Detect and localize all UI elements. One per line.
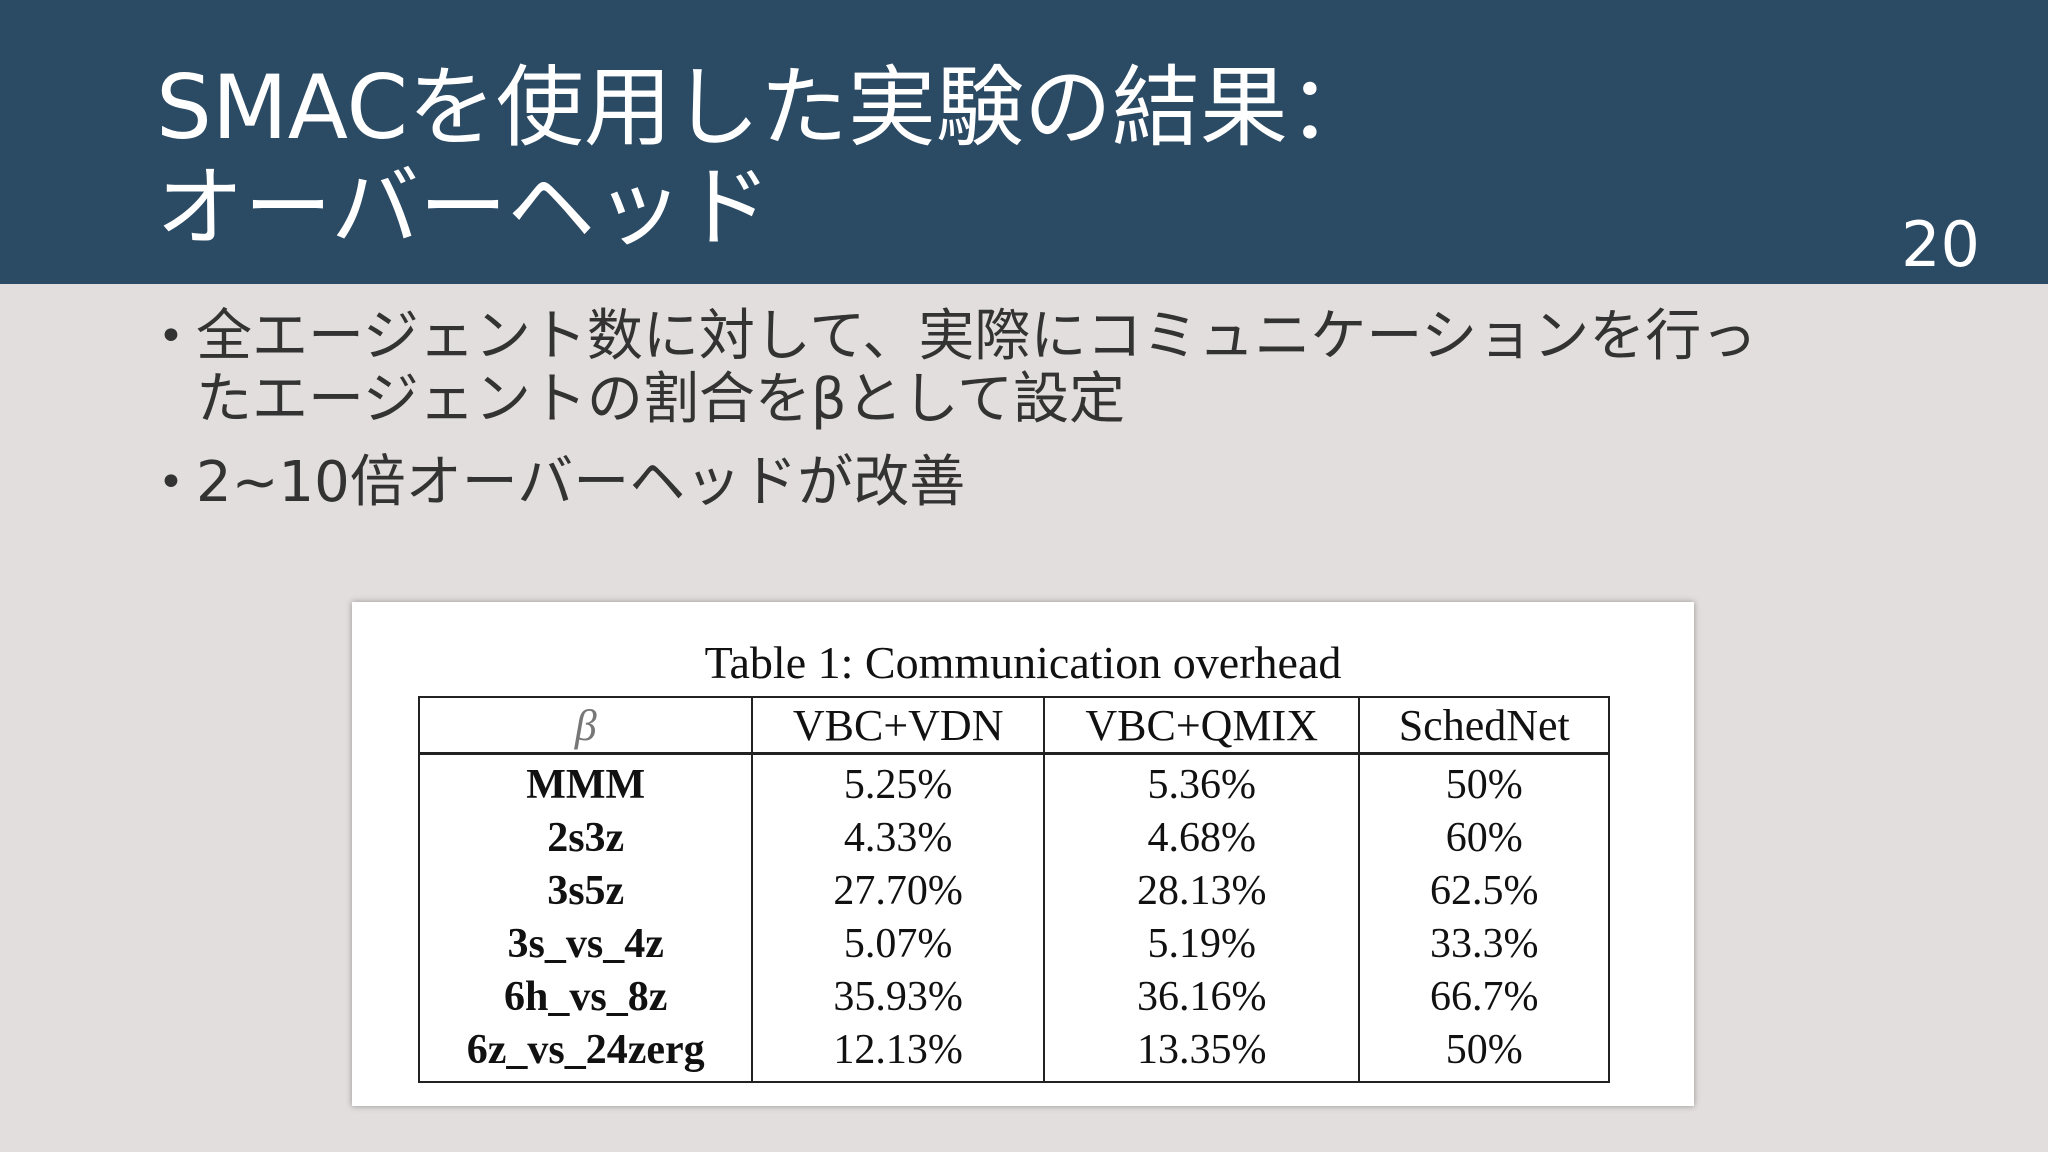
row-label: MMM <box>417 753 754 812</box>
bullet-dot-icon: • <box>158 457 184 508</box>
title-line-2: オーバーヘッド <box>156 156 772 259</box>
table-cell: 66.7% <box>1358 971 1610 1024</box>
header-schednet: SchedNet <box>1358 696 1610 755</box>
table-caption: Table 1: Communication overhead <box>704 637 1342 688</box>
table-cell: 5.25% <box>751 753 1045 812</box>
page-number: 20 <box>1901 208 1980 281</box>
table-cell: 50% <box>1358 1024 1610 1083</box>
table-cell: 33.3% <box>1358 918 1610 971</box>
header-vbc-qmix: VBC+QMIX <box>1042 696 1361 755</box>
table-row: 3s_vs_4z 5.07% 5.19% 33.3% <box>417 918 1610 971</box>
slide-title: SMACを使用した実験の結果： オーバーヘッド <box>156 58 1376 258</box>
bullet-line: 全エージェント数に対して、実際にコミュニケーションを行っ <box>196 304 1758 369</box>
row-label: 3s5z <box>417 865 754 918</box>
table-cell: 13.35% <box>1042 1024 1361 1083</box>
table-cell: 5.07% <box>751 918 1045 971</box>
table-cell: 27.70% <box>751 865 1045 918</box>
table-cell: 50% <box>1358 753 1610 812</box>
row-label: 2s3z <box>417 812 754 865</box>
header-beta: β <box>417 696 754 755</box>
table-cell: 4.33% <box>751 812 1045 865</box>
table-cell: 5.19% <box>1042 918 1361 971</box>
bullet-item: • 全エージェント数に対して、実際にコミュニケーションを行っ たエージェントの割… <box>158 305 1998 431</box>
bullet-list: • 全エージェント数に対して、実際にコミュニケーションを行っ たエージェントの割… <box>158 305 1998 534</box>
table-cell: 60% <box>1358 812 1610 865</box>
table-row: MMM 5.25% 5.36% 50% <box>417 753 1610 812</box>
table-row: 6h_vs_8z 35.93% 36.16% 66.7% <box>417 971 1610 1024</box>
table-cell: 35.93% <box>751 971 1045 1024</box>
bullet-line: 2~10倍オーバーヘッドが改善 <box>196 450 966 515</box>
table-cell: 36.16% <box>1042 971 1361 1024</box>
table-cell: 62.5% <box>1358 865 1610 918</box>
bullet-line: たエージェントの割合をβとして設定 <box>196 367 1125 432</box>
overhead-table: β VBC+VDN VBC+QMIX SchedNet MMM 5.25% 5.… <box>417 696 1610 1083</box>
bullet-item: • 2~10倍オーバーヘッドが改善 <box>158 451 1998 514</box>
bullet-dot-icon: • <box>158 311 184 362</box>
table-cell: 4.68% <box>1042 812 1361 865</box>
table-row: 3s5z 27.70% 28.13% 62.5% <box>417 865 1610 918</box>
table-image: Table 1: Communication overhead β VBC+VD… <box>352 602 1694 1106</box>
table-cell: 5.36% <box>1042 753 1361 812</box>
table-cell: 28.13% <box>1042 865 1361 918</box>
table-row: 6z_vs_24zerg 12.13% 13.35% 50% <box>417 1024 1610 1083</box>
header-vbc-vdn: VBC+VDN <box>751 696 1045 755</box>
row-label: 6z_vs_24zerg <box>417 1024 754 1083</box>
table-header-row: β VBC+VDN VBC+QMIX SchedNet <box>417 696 1610 755</box>
table-cell: 12.13% <box>751 1024 1045 1083</box>
title-line-1: SMACを使用した実験の結果： <box>156 56 1376 159</box>
row-label: 6h_vs_8z <box>417 971 754 1024</box>
slide-header: SMACを使用した実験の結果： オーバーヘッド 20 <box>0 0 2048 284</box>
table-row: 2s3z 4.33% 4.68% 60% <box>417 812 1610 865</box>
row-label: 3s_vs_4z <box>417 918 754 971</box>
